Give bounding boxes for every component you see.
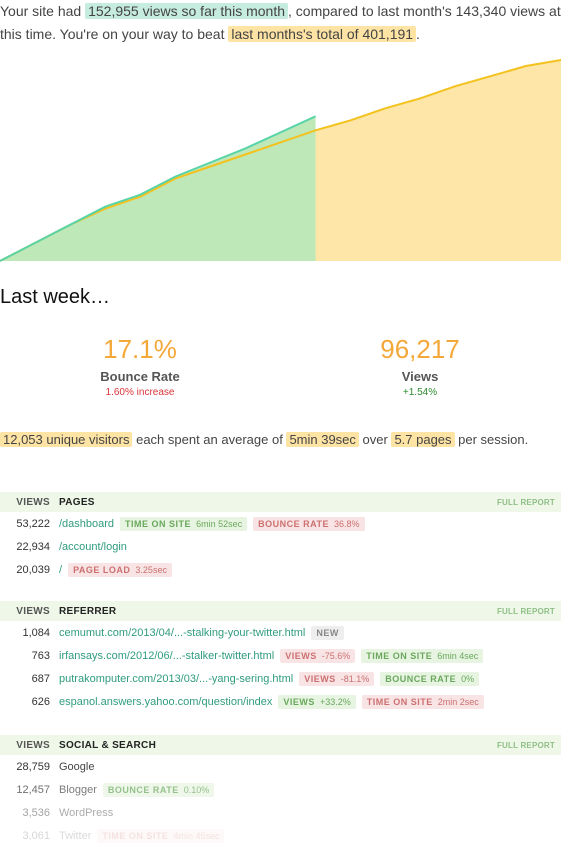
pages-views-column-header: VIEWS <box>16 496 50 508</box>
referrer-full-report-link[interactable]: FULL REPORT <box>496 606 555 616</box>
pages-section: VIEWS PAGES FULL REPORT 53,222 /dashboar… <box>0 492 561 581</box>
referrer-link[interactable]: espanol.answers.yahoo.com/question/index <box>59 695 273 708</box>
referrer-section-title: REFERRER <box>59 605 117 617</box>
views-change-badge: VIEWS -75.6% <box>280 648 356 663</box>
time-on-site-badge: TIME ON SITE 6min 52sec <box>120 516 248 531</box>
page-load-badge: PAGE LOAD 3.25sec <box>68 562 172 577</box>
table-row: 1,084 cemumut.com/2013/04/...-stalking-y… <box>0 621 561 644</box>
current-month-line <box>0 115 317 262</box>
time-on-site-badge: TIME ON SITE 4min 45sec <box>97 828 225 843</box>
row-views: 22,934 <box>16 540 50 553</box>
row-views: 626 <box>31 695 50 708</box>
table-row: 3,536 WordPress <box>0 801 561 824</box>
social-section-title: SOCIAL & SEARCH <box>59 739 157 751</box>
table-row: 626 espanol.answers.yahoo.com/question/i… <box>0 690 561 713</box>
intro-part-2: , compared to last month's 143,340 views… <box>0 3 561 42</box>
pages-section-title: PAGES <box>59 496 95 508</box>
intro-text: Your site had 152,955 views so far this … <box>0 0 561 46</box>
views-change: +1.54% <box>402 387 438 398</box>
views-stat: 96,217 Views +1.54% <box>320 333 520 398</box>
pages-full-report-link[interactable]: FULL REPORT <box>496 497 555 507</box>
page-link[interactable]: /dashboard <box>59 517 115 530</box>
bounce-rate-badge: BOUNCE RATE 0% <box>380 671 480 686</box>
pages-header: VIEWS PAGES FULL REPORT <box>0 492 561 512</box>
summary-part-3: per session. <box>454 432 529 447</box>
bounce-rate-stat: 17.1% Bounce Rate 1.60% increase <box>40 333 240 398</box>
row-views: 3,536 <box>22 806 50 819</box>
row-views: 763 <box>31 649 50 662</box>
table-row: 28,759 Google <box>0 755 561 778</box>
last-week-title: Last week… <box>0 286 111 308</box>
page-link[interactable]: / <box>59 563 63 576</box>
time-on-site-badge: TIME ON SITE 2min 2sec <box>361 694 484 709</box>
table-row: 3,061 Twitter TIME ON SITE 4min 45sec <box>0 824 561 847</box>
source-label: WordPress <box>59 806 114 819</box>
previous-month-line <box>0 59 561 262</box>
views-so-far-highlight: 152,955 views so far this month <box>85 3 288 19</box>
referrer-views-column-header: VIEWS <box>16 605 50 617</box>
bounce-rate-badge: BOUNCE RATE 36.8% <box>253 516 365 531</box>
source-label: Blogger <box>59 783 97 796</box>
views-change-badge: VIEWS +33.2% <box>278 694 356 709</box>
referrer-link[interactable]: putrakomputer.com/2013/03/...-yang-serin… <box>59 672 294 685</box>
social-full-report-link[interactable]: FULL REPORT <box>496 740 555 750</box>
intro-part-3: . <box>416 26 420 42</box>
bounce-rate-value: 17.1% <box>103 334 177 364</box>
source-label: Twitter <box>59 829 92 842</box>
row-views: 3,061 <box>22 829 50 842</box>
referrer-section: VIEWS REFERRER FULL REPORT 1,084 cemumut… <box>0 601 561 713</box>
new-badge: NEW <box>311 625 344 640</box>
table-row: 22,934 /account/login <box>0 535 561 558</box>
social-views-column-header: VIEWS <box>16 739 50 751</box>
bounce-rate-change: 1.60% increase <box>105 387 175 398</box>
table-row: 12,457 Blogger BOUNCE RATE 0.10% <box>0 778 561 801</box>
views-label: Views <box>401 369 439 384</box>
unique-visitors-highlight: 12,053 unique visitors <box>0 432 133 447</box>
session-summary: 12,053 unique visitors each spent an ave… <box>0 428 561 451</box>
intro-part-1: Your site had <box>0 3 86 19</box>
table-row: 687 putrakomputer.com/2013/03/...-yang-s… <box>0 667 561 690</box>
row-views: 53,222 <box>16 517 50 530</box>
bounce-rate-badge: BOUNCE RATE 0.10% <box>102 782 215 797</box>
bounce-rate-label: Bounce Rate <box>100 369 180 384</box>
page-link[interactable]: /account/login <box>59 540 127 553</box>
table-row: 763 irfansays.com/2012/06/...-stalker-tw… <box>0 644 561 667</box>
row-views: 20,039 <box>16 563 50 576</box>
summary-part-1: each spent an average of <box>132 432 287 447</box>
row-views: 687 <box>31 672 50 685</box>
last-month-total-highlight: last months's total of 401,191 <box>228 26 417 42</box>
row-views: 12,457 <box>16 783 50 796</box>
table-row: 20,039 / PAGE LOAD 3.25sec <box>0 558 561 581</box>
social-search-header: VIEWS SOCIAL & SEARCH FULL REPORT <box>0 735 561 755</box>
referrer-link[interactable]: irfansays.com/2012/06/...-stalker-twitte… <box>59 649 275 662</box>
pages-per-session-highlight: 5.7 pages <box>391 432 455 447</box>
avg-time-highlight: 5min 39sec <box>286 432 359 447</box>
table-row: 53,222 /dashboard TIME ON SITE 6min 52se… <box>0 512 561 535</box>
views-change-badge: VIEWS -81.1% <box>299 671 375 686</box>
referrer-header: VIEWS REFERRER FULL REPORT <box>0 601 561 621</box>
views-area-chart <box>0 59 561 262</box>
row-views: 1,084 <box>22 626 50 639</box>
referrer-link[interactable]: cemumut.com/2013/04/...-stalking-your-tw… <box>59 626 306 639</box>
social-search-section: VIEWS SOCIAL & SEARCH FULL REPORT 28,759… <box>0 735 561 847</box>
views-value: 96,217 <box>380 334 460 364</box>
source-label: Google <box>59 760 95 773</box>
time-on-site-badge: TIME ON SITE 6min 4sec <box>361 648 484 663</box>
summary-part-2: over <box>358 432 392 447</box>
row-views: 28,759 <box>16 760 50 773</box>
